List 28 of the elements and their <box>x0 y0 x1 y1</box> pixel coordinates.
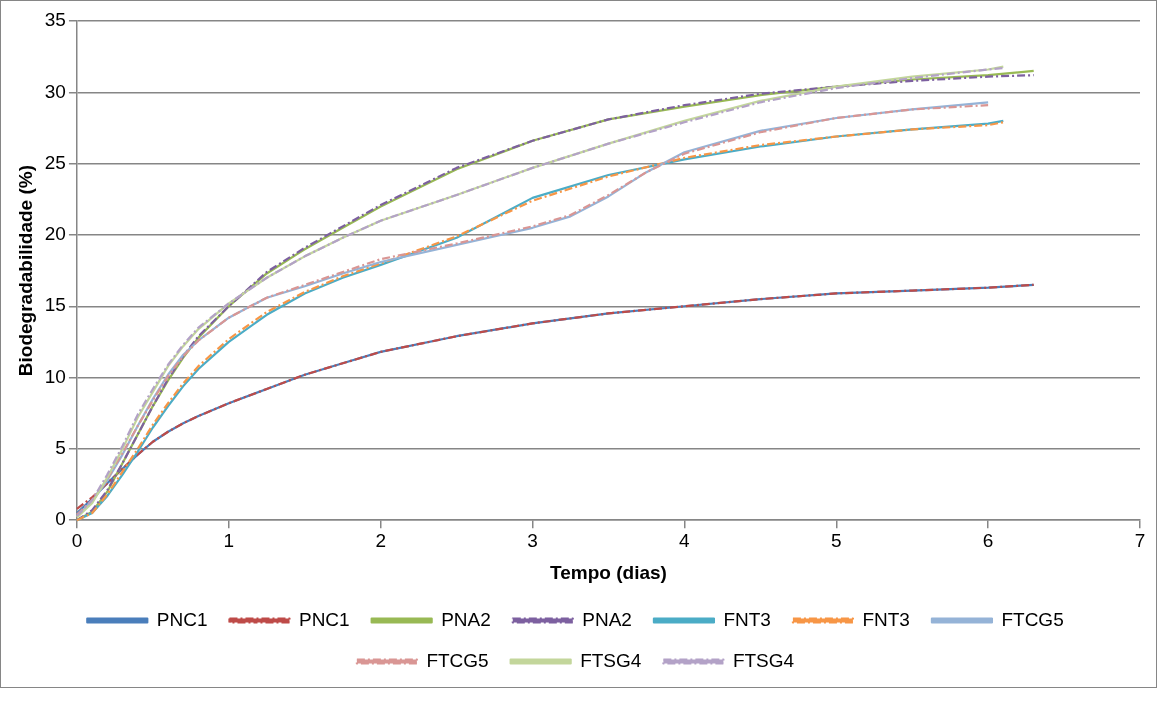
y-tick-label: 15 <box>44 294 66 316</box>
legend-label: PNA2 <box>582 608 632 630</box>
legend-label: FTSG4 <box>580 649 642 671</box>
y-tick-label: 10 <box>44 365 66 387</box>
legend-label: FTCG5 <box>1001 608 1064 630</box>
legend-label: PNA2 <box>441 608 491 630</box>
x-axis-title: Tempo (dias) <box>550 561 667 583</box>
x-tick-label: 7 <box>1134 529 1146 551</box>
x-tick-label: 3 <box>527 529 538 551</box>
x-tick-label: 6 <box>982 529 994 551</box>
x-tick-label: 4 <box>679 529 691 551</box>
legend-label: FNT3 <box>723 608 771 630</box>
y-tick-label: 20 <box>44 223 66 245</box>
x-tick-label: 0 <box>71 529 83 551</box>
y-tick-label: 35 <box>44 9 66 31</box>
legend-label: PNC1 <box>298 608 350 630</box>
x-tick-label: 1 <box>223 529 235 551</box>
x-tick-label: 2 <box>375 529 386 551</box>
legend-label: FNT3 <box>862 608 910 630</box>
legend-label: FTCG5 <box>426 649 489 671</box>
y-tick-label: 25 <box>44 151 66 173</box>
x-tick-label: 5 <box>830 529 842 551</box>
y-tick-label: 0 <box>55 508 66 530</box>
legend-label: PNC1 <box>156 608 208 630</box>
y-tick-label: 5 <box>55 437 66 459</box>
y-tick-label: 30 <box>44 80 66 102</box>
y-axis-title: Biodegradabilidade (%) <box>14 165 36 377</box>
legend-label: FTSG4 <box>732 649 795 671</box>
